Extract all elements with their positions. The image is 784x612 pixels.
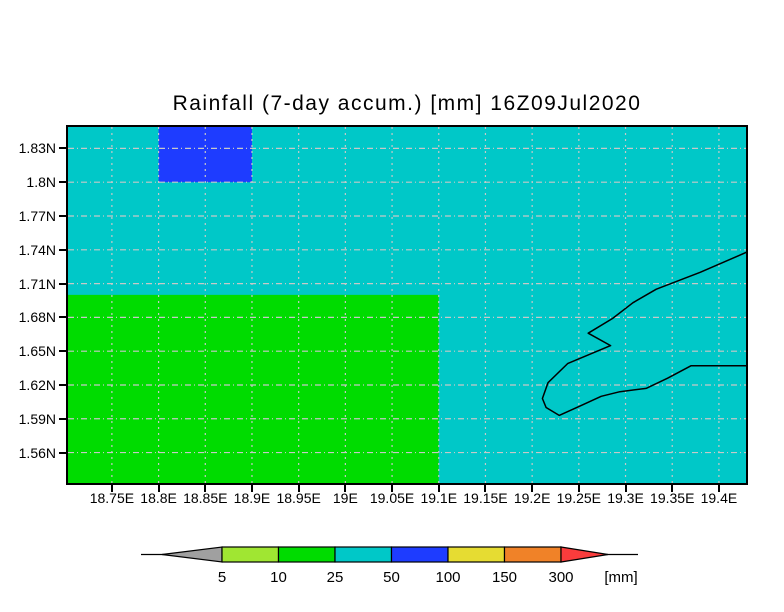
x-tick-mark: [110, 485, 113, 492]
x-tick-label: 19.2E: [513, 490, 551, 506]
x-tick-mark: [484, 485, 487, 492]
x-tick-mark: [344, 485, 347, 492]
x-tick-mark: [297, 485, 300, 492]
y-tick-label: 1.71N: [18, 275, 56, 292]
colorbar-tick-label: 10: [270, 569, 287, 586]
colorbar-arrow-low: [161, 546, 223, 563]
y-tick-label: 1.74N: [18, 241, 56, 258]
x-tick-label: 19.15E: [463, 490, 508, 506]
y-tick-label: 1.77N: [18, 208, 56, 224]
colorbar-segment-150-300: [503, 546, 562, 563]
x-tick-label: 19.1E: [420, 490, 458, 506]
y-tick-mark: [59, 417, 67, 420]
x-tick-mark: [717, 485, 720, 492]
colorbar-segment-10-25: [277, 546, 336, 563]
chart-title: Rainfall (7-day accum.) [mm] 16Z09Jul202…: [172, 92, 642, 115]
colorbar-segment-50-100: [390, 546, 449, 563]
rain-region-rain-10-25: [68, 294, 439, 483]
rain-region-rain-50-100: [158, 127, 252, 183]
x-tick-label: 19.3E: [607, 490, 644, 506]
y-tick-mark: [59, 316, 67, 319]
colorbar-segment-25-50: [334, 546, 393, 563]
y-tick-label: 1.59N: [18, 410, 56, 427]
x-tick-mark: [624, 485, 627, 492]
x-tick-mark: [437, 485, 440, 492]
y-tick-mark: [59, 215, 67, 217]
y-tick-label: 1.65N: [18, 343, 56, 360]
x-tick-label: 18.8E: [140, 490, 177, 506]
y-tick-mark: [59, 147, 67, 150]
y-tick-mark: [59, 350, 67, 353]
y-tick-mark: [59, 248, 67, 251]
colorbar-tick-label: 50: [383, 569, 400, 586]
x-tick-mark: [577, 485, 580, 492]
x-tick-mark: [671, 485, 674, 492]
y-tick-label: 1.68N: [18, 309, 56, 326]
map-plot-area: [66, 125, 748, 485]
x-tick-label: 19.05E: [369, 490, 415, 506]
y-tick-mark: [59, 282, 67, 285]
colorbar-unit-label: [mm]: [604, 569, 637, 586]
x-tick-label: 18.85E: [183, 490, 228, 506]
x-tick-mark: [531, 485, 534, 492]
colorbar: 5 10 25 50 100 150 300 [mm]: [141, 546, 638, 586]
x-tick-label: 18.95E: [276, 490, 321, 506]
colorbar-segment-100-150: [447, 546, 506, 563]
y-tick-label: 1.56N: [18, 444, 56, 461]
colorbar-tick-label: 25: [327, 569, 344, 586]
x-tick-label: 18.75E: [89, 490, 135, 506]
x-tick-label: 19.4E: [700, 490, 738, 506]
colorbar-tick-label: 5: [218, 569, 226, 586]
x-tick-mark: [157, 485, 160, 492]
y-tick-label: 1.8N: [26, 174, 56, 191]
colorbar-tick-label: 150: [492, 569, 517, 586]
coastline: [541, 251, 746, 417]
y-tick-label: 1.62N: [18, 376, 56, 393]
x-tick-mark: [250, 485, 253, 492]
y-tick-label: 1.83N: [18, 140, 56, 157]
x-tick-label: 18.9E: [233, 490, 271, 506]
colorbar-arrow-high: [560, 546, 609, 563]
x-tick-mark: [204, 485, 207, 492]
x-tick-mark: [391, 485, 394, 492]
colorbar-tick-label: 300: [548, 569, 573, 586]
x-tick-label: 19.25E: [556, 490, 602, 506]
y-tick-mark: [59, 181, 67, 184]
y-tick-mark: [59, 451, 67, 454]
colorbar-tick-label: 100: [435, 569, 460, 586]
x-tick-label: 19.35E: [650, 490, 695, 506]
y-tick-mark: [59, 383, 67, 386]
x-tick-label: 19E: [332, 490, 358, 506]
colorbar-segment-5-10: [221, 546, 280, 563]
map-canvas: [68, 127, 746, 483]
